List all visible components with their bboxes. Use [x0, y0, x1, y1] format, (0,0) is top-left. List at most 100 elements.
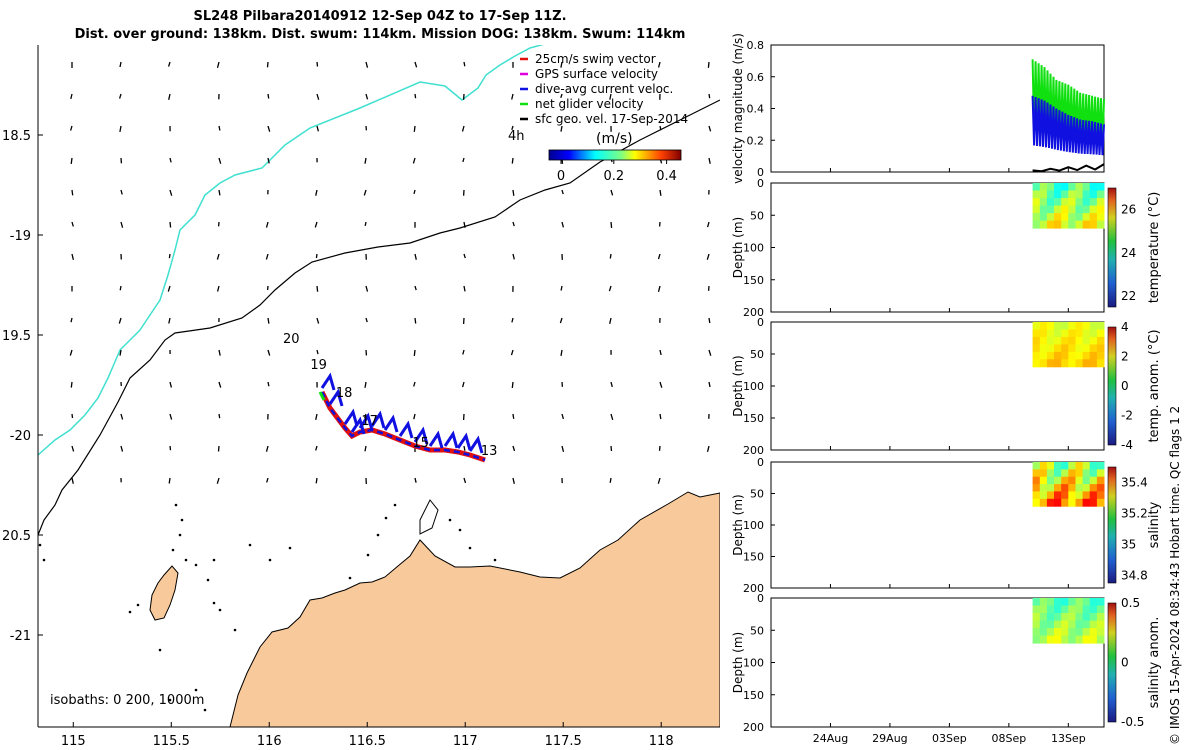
heatmap-cell — [1089, 190, 1098, 199]
colorbar-tick-label: 4 — [1121, 320, 1129, 334]
heatmap-cell — [1054, 498, 1062, 507]
heatmap-cell — [1039, 359, 1048, 368]
heatmap-cell — [1096, 359, 1105, 368]
heatmap-cell — [1032, 605, 1041, 614]
heatmap-cell — [1054, 198, 1062, 207]
heatmap-cell — [1068, 329, 1076, 338]
sfc-geo-vel-arrow — [658, 445, 661, 451]
track-day-label: 20 — [283, 332, 300, 347]
heatmap-cell — [1089, 620, 1098, 629]
sfc-geo-vel-arrow — [216, 253, 220, 260]
lon-tick-label: 117 — [453, 734, 478, 749]
heatmap-cell — [1061, 598, 1069, 606]
heatmap-cell — [1039, 336, 1048, 345]
sfc-geo-vel-arrow — [608, 285, 612, 292]
heatmap-cell — [1039, 498, 1048, 507]
lon-tick-label: 115.5 — [153, 734, 190, 749]
sfc-geo-vel-arrow — [511, 157, 514, 164]
sfc-geo-vel-arrow — [70, 317, 73, 323]
heatmap-cell — [1054, 628, 1062, 637]
heatmap-cell — [1061, 183, 1069, 191]
dive-avg-current-vector — [468, 435, 484, 454]
sfc-geo-vel-arrow — [218, 189, 221, 196]
small-island — [493, 558, 497, 562]
heatmap-cell — [1068, 598, 1076, 606]
heatmap-cell — [1068, 620, 1076, 629]
sfc-geo-vel-arrow — [218, 349, 221, 356]
sfc-geo-vel-arrow — [71, 477, 74, 484]
sfc-geo-vel-arrow — [267, 349, 271, 356]
y-tick-label: 0 — [757, 177, 764, 190]
heatmap-cell — [1089, 351, 1098, 360]
sfc-geo-vel-arrow — [657, 253, 661, 260]
heatmap-cell — [1061, 205, 1069, 214]
heatmap-cell — [1089, 220, 1098, 229]
small-island — [268, 558, 272, 562]
sfc-geo-vel-arrow — [315, 253, 318, 259]
heatmap-cell — [1075, 469, 1084, 478]
heatmap-cell — [1089, 476, 1098, 485]
y-tick-label: 100 — [743, 657, 764, 670]
heatmap-cell — [1075, 605, 1084, 614]
heatmap-cell — [1032, 628, 1041, 637]
heatmap-cell — [1039, 628, 1048, 637]
heatmap-cell — [1046, 491, 1055, 500]
sfc-geo-vel-arrow — [463, 253, 466, 259]
sfc-geo-vel-arrow — [119, 349, 122, 356]
sfc-geo-vel-arrow — [560, 285, 563, 291]
heatmap-cell — [1096, 213, 1105, 222]
small-island — [180, 518, 184, 522]
legend-label: sfc geo. vel. 17-Sep-2014 — [535, 112, 688, 126]
isobath-200m — [38, 45, 544, 456]
sfc-geo-vel-arrow — [706, 445, 710, 452]
sfc-geo-vel-arrow — [364, 157, 367, 164]
heatmap-cell — [1089, 329, 1098, 338]
heatmap-cell — [1089, 344, 1098, 353]
heatmap-cell — [1054, 635, 1062, 644]
heatmap-cell — [1082, 344, 1091, 353]
heatmap-cell — [1089, 484, 1098, 492]
sfc-geo-vel-arrow — [511, 381, 514, 388]
sfc-geo-vel-arrow — [218, 381, 222, 388]
land-mainland — [229, 491, 720, 727]
heatmap-cell — [1075, 462, 1084, 470]
colorbar-tick-label: 24 — [1121, 246, 1136, 260]
heatmap-cell — [1054, 336, 1062, 345]
sfc-geo-vel-arrow — [70, 93, 73, 100]
heatmap-cell — [1075, 620, 1084, 629]
sfc-geo-vel-arrow — [267, 317, 270, 324]
sfc-geo-vel-arrow — [169, 189, 173, 196]
sfc-geo-vel-arrow — [462, 157, 465, 163]
heatmap-cell — [1054, 484, 1062, 492]
heatmap-cell — [1089, 213, 1098, 222]
lat-tick-label: 20.5 — [2, 529, 31, 544]
y-axis-label: Depth (m) — [731, 217, 745, 278]
sfc-geo-vel-arrow — [69, 125, 73, 131]
y-tick-label: 200 — [743, 582, 764, 595]
heatmap-cell — [1089, 183, 1098, 191]
heatmap-cell — [1089, 322, 1098, 330]
time-tick-label: 24Aug — [813, 732, 848, 745]
heatmap-cell — [1032, 220, 1041, 229]
timeseries-panel-3: 0 50 100 150 200 Depth (m) 4 2 0 -2 -4 temp. anom. … — [731, 316, 1162, 457]
heatmap-cell — [1061, 329, 1069, 338]
heatmap-cell — [1082, 620, 1091, 629]
heatmap-cell — [1032, 213, 1041, 222]
heatmap-cell — [1068, 476, 1076, 485]
heatmap-cell — [1096, 322, 1105, 330]
colorbar-label: salinity — [1147, 501, 1162, 548]
sfc-geo-vel-arrow — [316, 285, 319, 292]
sfc-geo-vel-arrow — [706, 221, 710, 228]
time-tick-label: 29Aug — [872, 732, 907, 745]
heatmap-cell — [1061, 498, 1069, 507]
heatmap-cell — [1075, 322, 1084, 330]
heatmap-cell — [1082, 476, 1091, 485]
y-tick-label: 100 — [743, 380, 764, 393]
heatmap-cell — [1054, 598, 1062, 606]
heatmap-cell — [1068, 484, 1076, 492]
speed-colorbar — [548, 149, 682, 161]
heatmap-cell — [1075, 598, 1084, 606]
dive-avg-current-vector — [383, 414, 399, 433]
heatmap-cell — [1061, 613, 1069, 621]
